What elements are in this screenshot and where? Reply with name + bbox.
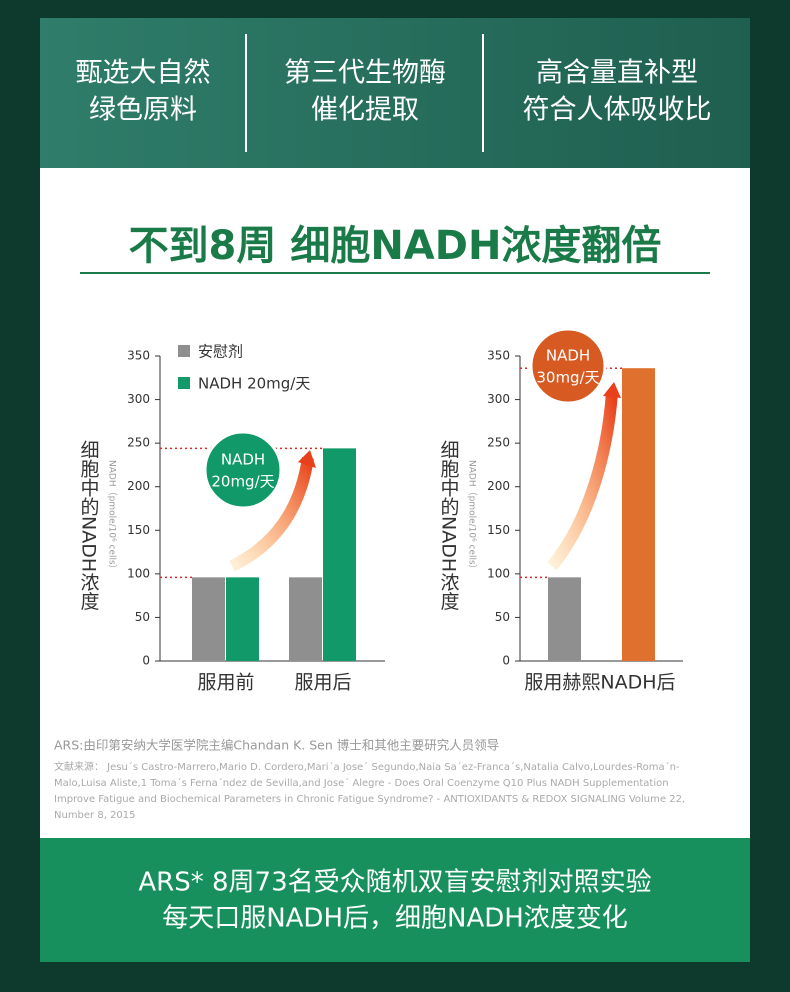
y-tick-label: 250 [487, 436, 510, 450]
reference-line-text: Malo,Luisa Aliste,1 Toma´s Ferna´ndez de… [54, 777, 669, 789]
headline: 不到8周 细胞NADH浓度翻倍 [129, 223, 662, 269]
y-tick-label: 50 [135, 610, 150, 624]
arrow [547, 391, 618, 570]
y-tick-label: 0 [502, 654, 510, 668]
reference-lead: ARS:由印第安纳大学医学院主编Chandan K. Sen 博士和其他主要研究… [54, 738, 499, 753]
legend-swatch [178, 377, 190, 389]
bar [548, 577, 581, 661]
y-tick-label: 300 [487, 392, 510, 406]
y-tick-label: 250 [127, 436, 150, 450]
x-tick-label: 服用前 [197, 672, 254, 694]
bar [323, 448, 356, 661]
y-tick-label: 150 [127, 523, 150, 537]
bar [289, 577, 322, 661]
reference-line-text: 文献来源： Jesu´s Castro-Marrero,Mario D. Cor… [54, 760, 680, 773]
legend-label: 安慰剂 [198, 343, 243, 361]
y-tick-label: 350 [487, 349, 510, 363]
arrow-head [298, 450, 316, 468]
y-tick-label: 100 [487, 566, 510, 580]
y-tick-label: 350 [127, 349, 150, 363]
y-axis-unit: NADH（pmole/10⁶ cells） [467, 460, 478, 574]
y-tick-label: 50 [495, 610, 510, 624]
y-tick-label: 200 [127, 479, 150, 493]
header-text: 高含量直补型 [536, 58, 698, 89]
header-banner [40, 18, 750, 168]
footer-band [40, 838, 750, 962]
badge-text: 30mg/天 [536, 369, 599, 387]
arrow-head [603, 382, 621, 398]
y-tick-label: 100 [127, 566, 150, 580]
footer-text: 每天口服NADH后，细胞NADH浓度变化 [162, 904, 628, 934]
badge [529, 327, 607, 405]
badge [203, 430, 283, 510]
y-axis-label: 细胞中的NADH浓度 [78, 440, 100, 610]
badge-text: NADH [221, 451, 265, 469]
reference-line-text: Number 8, 2015 [54, 810, 136, 821]
badge-text: 20mg/天 [211, 473, 274, 491]
y-tick-label: 0 [142, 654, 150, 668]
reference-line-text: Improve Fatigue and Biochemical Paramete… [54, 794, 685, 805]
legend-label: NADH 20mg/天 [198, 375, 310, 393]
header-text: 符合人体吸收比 [523, 95, 712, 126]
x-tick-label: 服用赫熙NADH后 [524, 672, 675, 694]
y-axis-label: 细胞中的NADH浓度 [438, 440, 460, 610]
y-tick-label: 300 [127, 392, 150, 406]
bar [192, 577, 225, 661]
badge-text: NADH [546, 347, 590, 365]
header-text: 甄选大自然 [76, 58, 211, 89]
arrow [229, 457, 314, 572]
y-tick-label: 150 [487, 523, 510, 537]
x-tick-label: 服用后 [294, 672, 351, 694]
header-text: 催化提取 [311, 95, 419, 126]
header-text: 绿色原料 [89, 95, 197, 126]
footer-text: ARS* 8周73名受众随机双盲安慰剂对照实验 [138, 868, 651, 898]
bar [226, 577, 259, 661]
header-text: 第三代生物酶 [284, 58, 446, 89]
bar [622, 368, 655, 661]
y-axis-unit: NADH（pmole/10⁶ cells） [107, 460, 118, 574]
legend-swatch [178, 345, 190, 357]
y-tick-label: 200 [487, 479, 510, 493]
